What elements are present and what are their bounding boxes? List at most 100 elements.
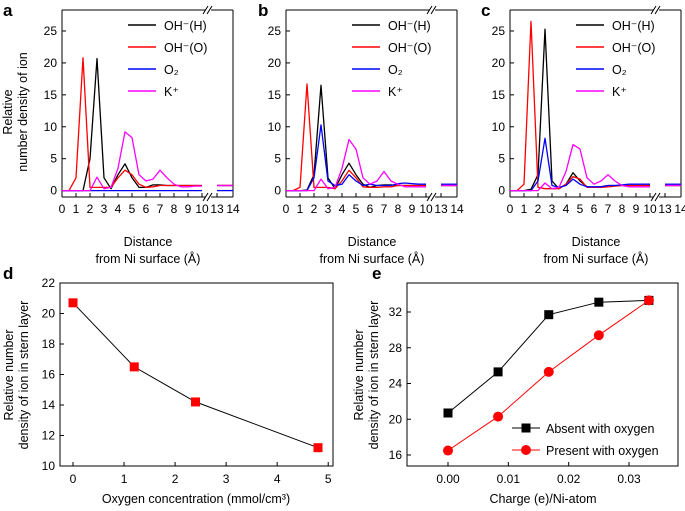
y-tick-label: 20 [492,56,506,70]
x-tick-label: 13 [658,202,672,216]
x-tick-label: 2 [311,202,318,216]
data-point [493,411,504,422]
axis-break-mark [650,192,657,202]
x-tick-label: 6 [143,202,150,216]
x-tick-label: 6 [591,202,598,216]
data-point [443,408,453,418]
data-point [593,330,604,341]
x-tick-label: 4 [563,202,570,216]
x-tick-label: 7 [157,202,164,216]
plot-frame [59,282,334,467]
y-tick-label: 20 [268,56,282,70]
legend-label: K⁺ [388,85,403,99]
x-axis-label: Oxygen concentration (mmol/cm³) [102,492,290,506]
legend-label: OH⁻(H) [388,19,431,33]
y-tick-label: 28 [389,341,403,355]
x-tick-label: 14 [450,202,464,216]
axis-break-mark [202,5,209,15]
x-axis-label: from Ni surface (Å) [96,251,201,266]
x-tick-label: 9 [185,202,192,216]
x-tick-label: 2 [172,472,179,486]
y-axis-label: density of ion in stern layer [367,301,381,450]
axis-break-mark [430,192,437,202]
y-tick-label: 18 [42,337,56,351]
y-axis-label: Relative [1,89,15,134]
legend-marker [521,423,531,433]
x-tick-label: 5 [577,202,584,216]
x-axis-label: Distance [348,235,397,249]
y-tick-label: 32 [389,305,403,319]
panel-letter: a [3,1,13,20]
x-tick-label: 3 [223,472,230,486]
axis-break-mark [426,5,433,15]
x-tick-label: 4 [339,202,346,216]
legend-label: OH⁻(O) [612,41,655,55]
data-point [191,397,200,407]
data-point [313,443,323,453]
x-tick-label: 4 [274,472,281,486]
x-tick-label: 1 [297,202,304,216]
x-tick-label: 5 [325,472,332,486]
axis-break-mark [206,192,213,202]
series-line [62,57,202,192]
y-tick-label: 16 [42,368,56,382]
panel-letter: c [481,1,490,20]
x-tick-label: 2 [535,202,542,216]
y-tick-label: 25 [492,24,506,38]
x-tick-label: 3 [325,202,332,216]
y-tick-label: 22 [42,276,56,290]
legend-label: OH⁻(H) [612,19,655,33]
legend-marker [521,445,531,455]
x-axis-label: Distance [124,235,173,249]
y-tick-label: 5 [274,152,281,166]
legend-label: OH⁻(O) [388,41,431,55]
y-tick-label: 20 [389,412,403,426]
y-tick-label: 25 [44,24,58,38]
y-tick-label: 20 [42,307,56,321]
y-axis-label: Relative number [2,329,16,420]
y-axis-label: density of ion in stern layer [17,301,31,450]
axis-break-mark [430,5,437,15]
x-tick-label: 1 [73,202,80,216]
x-tick-label: 8 [171,202,178,216]
axis-break-mark [426,192,433,202]
y-tick-label: 20 [44,56,58,70]
legend-label: O₂ [612,63,627,77]
x-tick-label: 13 [210,202,224,216]
y-tick-label: 10 [44,120,58,134]
legend-label: Present with oxygen [546,444,659,458]
x-tick-label: 2 [87,202,94,216]
data-point [68,298,78,308]
x-tick-label: 10 [419,202,433,216]
y-tick-label: 10 [492,120,506,134]
x-tick-label: 0 [283,202,290,216]
data-point [129,362,139,372]
y-tick-label: 24 [389,377,403,391]
legend-label: O₂ [164,63,179,77]
x-tick-label: 9 [409,202,416,216]
x-axis-label: Distance [572,235,621,249]
x-tick-label: 13 [434,202,448,216]
legend-label: K⁺ [612,85,627,99]
y-tick-label: 10 [268,120,282,134]
data-point [594,297,604,307]
y-tick-label: 15 [268,88,282,102]
series-line [62,57,202,192]
data-point [443,445,453,456]
x-tick-label: 7 [381,202,388,216]
legend-label: OH⁻(O) [164,41,207,55]
axis-break-mark [654,5,661,15]
y-tick-label: 15 [44,88,58,102]
y-tick-label: 5 [50,152,57,166]
x-axis-label: Charge (e)/Ni-atom [490,492,597,506]
x-tick-label: 3 [101,202,108,216]
x-tick-label: 8 [619,202,626,216]
x-tick-label: 3 [549,202,556,216]
y-tick-label: 16 [389,448,403,462]
x-tick-label: 5 [129,202,136,216]
y-tick-label: 12 [42,429,56,443]
